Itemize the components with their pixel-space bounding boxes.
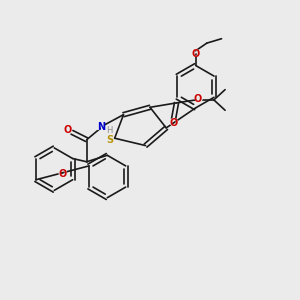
Text: O: O xyxy=(169,118,178,128)
Text: O: O xyxy=(58,169,67,179)
Text: O: O xyxy=(191,49,200,59)
Text: O: O xyxy=(63,125,72,135)
Text: S: S xyxy=(107,135,114,145)
Text: O: O xyxy=(63,125,72,135)
Text: S: S xyxy=(106,135,114,145)
Text: O: O xyxy=(58,169,67,179)
Text: N: N xyxy=(96,122,106,132)
Text: O: O xyxy=(169,118,178,128)
Text: H: H xyxy=(106,126,112,135)
Text: O: O xyxy=(193,94,202,104)
Text: N: N xyxy=(97,122,105,132)
Text: O: O xyxy=(191,49,200,59)
Text: O: O xyxy=(194,94,202,104)
